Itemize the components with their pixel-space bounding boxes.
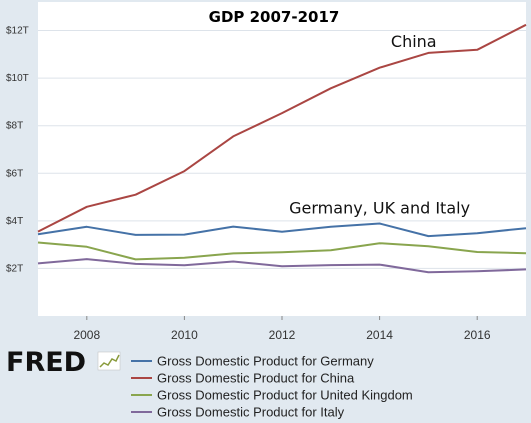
x-axis-ticks: 2008 2010 2012 2014 2016 bbox=[73, 316, 491, 342]
x-tick-label: 2014 bbox=[366, 328, 393, 342]
legend-label: Gross Domestic Product for Italy bbox=[157, 405, 345, 420]
y-tick-label: $10T bbox=[6, 73, 29, 84]
y-tick-label: $6T bbox=[6, 168, 23, 179]
y-tick-label: $2T bbox=[6, 263, 23, 274]
x-tick-label: 2010 bbox=[171, 328, 198, 342]
x-tick-label: 2016 bbox=[464, 328, 491, 342]
legend-label: Gross Domestic Product for Germany bbox=[157, 354, 374, 369]
chart-trend-icon bbox=[97, 351, 121, 371]
chart-trend-icon-line bbox=[99, 354, 120, 368]
plot-area bbox=[38, 2, 526, 316]
x-tick-label: 2012 bbox=[269, 328, 296, 342]
y-tick-label: $12T bbox=[6, 26, 29, 37]
legend-label: Gross Domestic Product for United Kingdo… bbox=[157, 388, 413, 403]
annotation-label: China bbox=[391, 32, 437, 51]
gridlines bbox=[38, 30, 526, 269]
series-line-germany bbox=[37, 222, 527, 238]
series-line-united-kingdom bbox=[37, 241, 527, 261]
chart-title: GDP 2007-2017 bbox=[209, 8, 340, 26]
y-tick-label: $8T bbox=[6, 121, 23, 132]
fred-logo: FRED bbox=[6, 347, 121, 378]
annotations: China Germany, UK and Italy bbox=[289, 32, 470, 218]
series-lines bbox=[37, 23, 527, 274]
legend: Gross Domestic Product for Germany Gross … bbox=[131, 354, 413, 420]
series-line-italy bbox=[37, 258, 527, 274]
y-tick-label: $4T bbox=[6, 216, 23, 227]
series-line-china bbox=[37, 23, 527, 233]
y-axis-ticks: $2T $4T $6T $8T $10T $12T bbox=[6, 26, 29, 275]
x-tick-label: 2008 bbox=[73, 328, 100, 342]
legend-label: Gross Domestic Product for China bbox=[157, 371, 355, 386]
annotation-label: Germany, UK and Italy bbox=[289, 199, 470, 218]
fred-logo-text: FRED bbox=[6, 347, 86, 378]
